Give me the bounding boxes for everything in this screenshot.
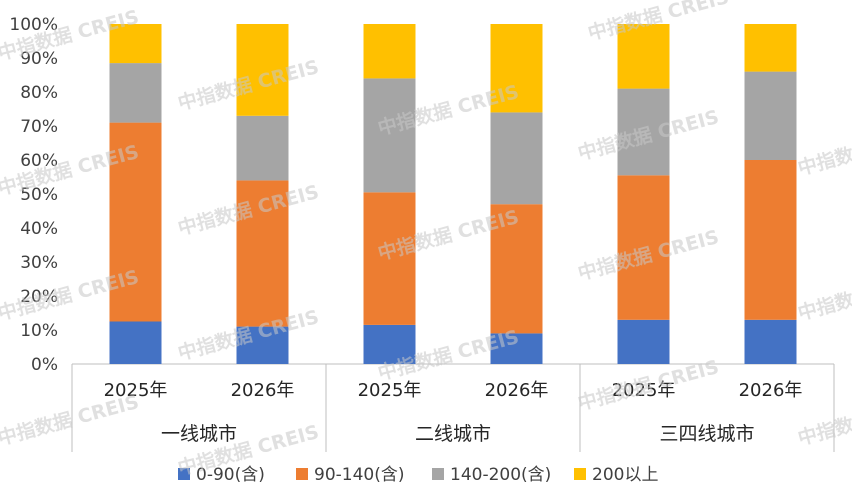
bar-segment	[109, 122, 162, 322]
bar-segment	[490, 112, 543, 205]
bar-segment	[617, 88, 670, 176]
y-tick-label: 30%	[20, 253, 58, 273]
legend-label: 0-90(含)	[196, 465, 265, 485]
bar-segment	[236, 326, 289, 364]
axes: 0% 10% 20% 30% 40% 50% 60% 70% 80% 90% 100% 2025年 20…	[9, 15, 835, 452]
bar-segment	[617, 319, 670, 364]
x-category-label: 2026年	[739, 380, 803, 401]
legend: 0-90(含) 90-140(含) 140-200(含) 200以上	[178, 465, 658, 485]
y-tick-label: 100%	[9, 15, 58, 35]
bar-segment	[744, 319, 797, 364]
bar-segment	[617, 175, 670, 320]
watermark-text: 中指数据 CREIS	[795, 265, 852, 325]
legend-label: 200以上	[592, 465, 658, 485]
watermark-text: 中指数据 CREIS	[795, 120, 852, 180]
y-tick-label: 80%	[20, 83, 58, 103]
bar-segment	[236, 115, 289, 181]
bar-segment	[236, 24, 289, 116]
watermark-text: 中指数据 CREIS	[0, 390, 141, 450]
y-tick-label: 40%	[20, 219, 58, 239]
bar-segment	[109, 321, 162, 364]
bar-segment	[363, 78, 416, 193]
bar-segment	[363, 192, 416, 325]
y-tick-label: 60%	[20, 151, 58, 171]
bar-segment	[490, 204, 543, 334]
watermark-text: 中指数据 CREIS	[795, 390, 852, 450]
bar-segment	[490, 333, 543, 364]
x-category-label: 2025年	[104, 380, 168, 401]
y-tick-label: 70%	[20, 117, 58, 137]
x-group-label: 二线城市	[415, 423, 491, 445]
legend-label: 90-140(含)	[314, 465, 404, 485]
bar-segment	[109, 63, 162, 123]
bar-segment	[490, 24, 543, 113]
legend-label: 140-200(含)	[450, 465, 551, 485]
y-tick-label: 0%	[31, 355, 58, 375]
legend-swatch	[432, 468, 444, 480]
y-tick-label: 90%	[20, 49, 58, 69]
bar-segment	[363, 324, 416, 364]
legend-swatch	[296, 468, 308, 480]
legend-swatch	[178, 468, 190, 480]
legend-swatch	[574, 468, 586, 480]
bar-segment	[744, 24, 797, 72]
x-category-label: 2025年	[612, 380, 676, 401]
y-tick-label: 20%	[20, 287, 58, 307]
bar-segment	[363, 24, 416, 79]
y-tick-label: 10%	[20, 321, 58, 341]
bar-segment	[744, 160, 797, 320]
x-group-label: 三四线城市	[659, 423, 754, 445]
bar-segment	[617, 24, 670, 89]
bar-segment	[109, 24, 162, 64]
x-category-label: 2026年	[485, 380, 549, 401]
x-category-label: 2026年	[231, 380, 295, 401]
y-tick-label: 50%	[20, 185, 58, 205]
x-group-label: 一线城市	[161, 423, 237, 445]
bar-segment	[236, 180, 289, 327]
bars	[109, 24, 797, 364]
bar-segment	[744, 71, 797, 160]
x-category-label: 2025年	[358, 380, 422, 401]
